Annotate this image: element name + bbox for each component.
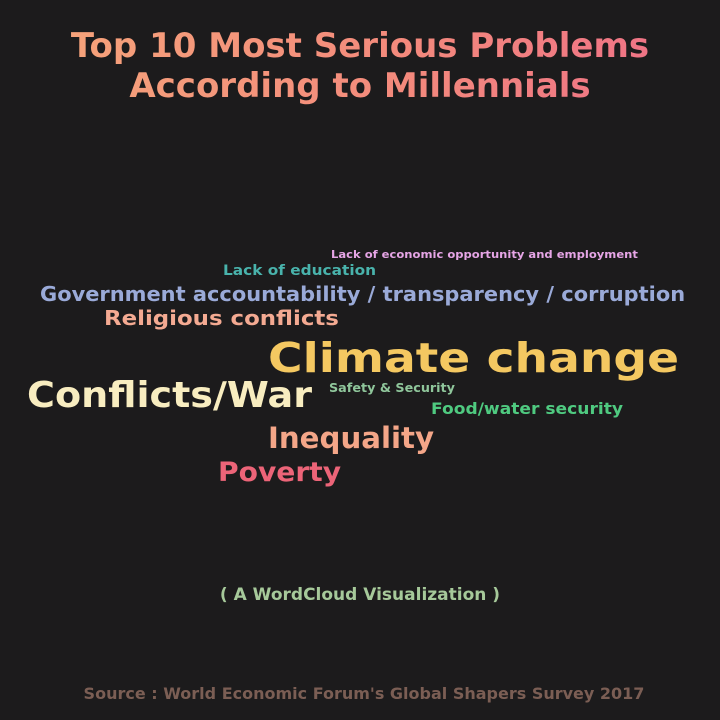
word-poverty: Poverty <box>218 457 342 488</box>
word-inequality: Inequality <box>268 421 435 455</box>
word-religious-conflicts: Religious conflicts <box>104 306 339 330</box>
word-climate-change: Climate change <box>268 334 680 382</box>
word-conflicts-war: Conflicts/War <box>27 375 313 416</box>
word-government-accountability: Government accountability / transparency… <box>40 282 686 306</box>
chart-title-line-1: Top 10 Most Serious Problems <box>0 25 720 67</box>
word-lack-of-education: Lack of education <box>223 263 377 279</box>
word-safety-and-security: Safety & Security <box>329 381 455 395</box>
word-food-water-security: Food/water security <box>431 399 624 418</box>
chart-subtitle: ( A WordCloud Visualization ) <box>219 585 501 605</box>
source-note: Source : World Economic Forum's Global S… <box>83 684 645 703</box>
word-lack-of-economic-opportunity: Lack of economic opportunity and employm… <box>331 248 638 261</box>
chart-title-line-2: According to Millennials <box>0 65 720 107</box>
